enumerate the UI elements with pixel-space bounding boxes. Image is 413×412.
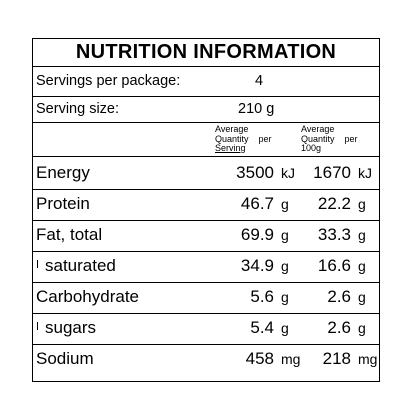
nutrient-label: Sodium bbox=[36, 349, 94, 368]
column-header-line: 100g bbox=[301, 143, 322, 153]
column-header-line: Average bbox=[301, 124, 335, 134]
per-100g-unit: g bbox=[358, 227, 366, 243]
per-serving-unit: kJ bbox=[281, 165, 295, 181]
per-serving-value: 46.7 bbox=[240, 194, 274, 213]
column-header-line: Quantity per bbox=[301, 133, 358, 144]
serving-size-number: 210 bbox=[238, 101, 263, 117]
column-header-line: Average bbox=[215, 124, 249, 134]
per-serving-unit: mg bbox=[281, 351, 301, 367]
per-100g-value: 2.6 bbox=[327, 287, 351, 306]
serving-size-value: 210 g bbox=[238, 101, 274, 117]
per-serving-value: 458 bbox=[245, 349, 274, 368]
divider bbox=[33, 220, 379, 221]
per-100g-value: 1670 bbox=[313, 163, 351, 182]
per-serving-unit: g bbox=[281, 196, 289, 212]
indent-tick bbox=[37, 260, 38, 268]
per-100g-unit: g bbox=[358, 289, 366, 305]
per-serving-unit: g bbox=[281, 320, 289, 336]
divider bbox=[33, 282, 379, 283]
divider bbox=[33, 344, 379, 345]
per-100g-value: 2.6 bbox=[327, 318, 351, 337]
per-100g-unit: kJ bbox=[358, 165, 372, 181]
servings-per-package-value: 4 bbox=[255, 73, 264, 89]
per-100g-value: 218 bbox=[322, 349, 351, 368]
divider bbox=[33, 66, 379, 67]
per-serving-unit: g bbox=[281, 227, 289, 243]
nutrient-label: sugars bbox=[45, 318, 97, 337]
per-serving-unit: g bbox=[281, 258, 289, 274]
divider bbox=[33, 251, 379, 252]
per-100g-value: 16.6 bbox=[317, 256, 351, 275]
per-100g-value: 33.3 bbox=[317, 225, 351, 244]
per-serving-value: 69.9 bbox=[240, 225, 274, 244]
per-serving-value: 34.9 bbox=[240, 256, 274, 275]
nutrition-panel: NUTRITION INFORMATION Servings per packa… bbox=[32, 38, 380, 382]
per-100g-unit: g bbox=[358, 196, 366, 212]
servings-per-package-label: Servings per package: bbox=[36, 73, 181, 89]
nutrient-label: Carbohydrate bbox=[36, 287, 140, 306]
per-100g-unit: mg bbox=[358, 351, 378, 367]
column-header-per-serving: Average Quantity per Serving bbox=[215, 124, 272, 154]
serving-size-unit: g bbox=[266, 101, 275, 117]
per-serving-value: 3500 bbox=[236, 163, 274, 182]
nutrient-label: Energy bbox=[36, 163, 90, 182]
serving-size-label: Serving size: bbox=[36, 101, 120, 117]
panel-title: NUTRITION INFORMATION bbox=[75, 41, 337, 63]
per-serving-value: 5.6 bbox=[250, 287, 274, 306]
per-serving-unit: g bbox=[281, 289, 289, 305]
per-100g-unit: g bbox=[358, 320, 366, 336]
nutrient-label: Fat, total bbox=[36, 225, 103, 244]
divider bbox=[33, 313, 379, 314]
per-serving-value: 5.4 bbox=[250, 318, 274, 337]
per-100g-unit: g bbox=[358, 258, 366, 274]
nutrient-label: saturated bbox=[45, 256, 116, 275]
column-header-line: Serving bbox=[215, 143, 246, 153]
column-header-line: Quantity per bbox=[215, 133, 272, 144]
indent-tick bbox=[37, 322, 38, 330]
divider bbox=[33, 122, 379, 123]
divider bbox=[33, 96, 379, 97]
divider bbox=[33, 156, 379, 157]
column-header-per-100g: Average Quantity per 100g bbox=[301, 124, 358, 154]
divider bbox=[33, 189, 379, 190]
per-100g-value: 22.2 bbox=[317, 194, 351, 213]
nutrient-label: Protein bbox=[36, 194, 90, 213]
